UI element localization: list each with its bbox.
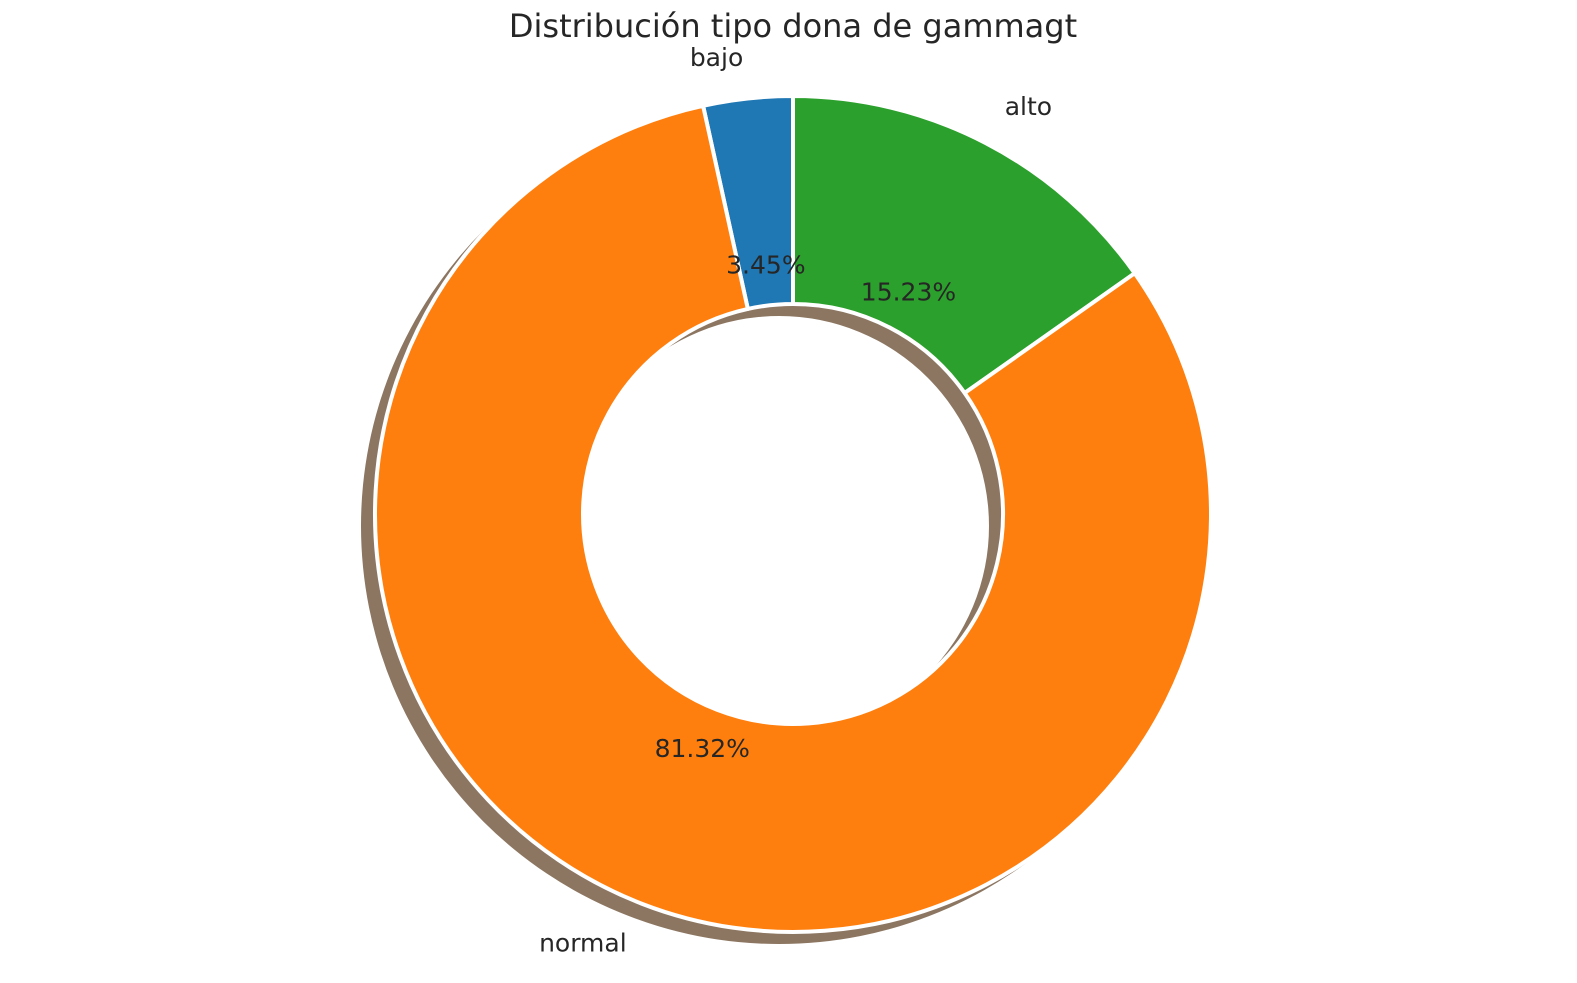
chart-title: Distribución tipo dona de gammagt: [509, 7, 1077, 45]
donut-slices: [373, 94, 1213, 934]
slice-alto: [791, 94, 1137, 396]
chart-labels: bajo 3.45% alto 15.23% normal 81.32%: [539, 43, 1052, 958]
slice-label-normal: normal: [539, 929, 627, 958]
percent-label-bajo: 3.45%: [726, 251, 805, 280]
percent-label-normal: 81.32%: [655, 734, 750, 763]
slice-label-bajo: bajo: [690, 43, 743, 72]
slice-normal: [373, 103, 1213, 934]
slice-label-alto: alto: [1005, 92, 1052, 121]
percent-label-alto: 15.23%: [861, 277, 956, 306]
